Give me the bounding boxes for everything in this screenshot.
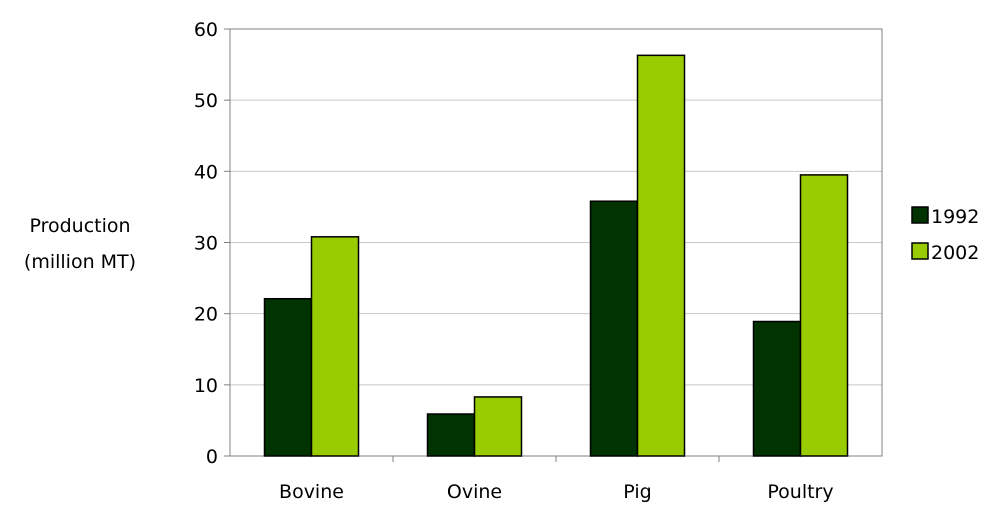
y-axis-title-line-1: Production [29,215,130,237]
y-tick-label: 30 [194,233,218,255]
x-tick-label: Ovine [447,481,502,503]
bar-1992-bovine [263,297,313,457]
y-tick-label: 10 [194,375,218,397]
y-tick-label: 50 [194,90,218,112]
bar-2002-ovine [473,396,523,457]
y-axis-ticks: 0 10 20 30 40 50 60 [194,19,230,468]
y-axis-title-line-2: (million MT) [24,251,136,273]
y-tick-label: 40 [194,161,218,183]
legend-swatch-2002 [911,242,929,260]
y-tick-label: 60 [194,19,218,41]
bars [263,54,849,457]
legend-label-1992: 1992 [931,206,979,228]
x-tick-label: Pig [623,481,651,503]
x-tick-label: Poultry [767,481,833,503]
legend-label-2002: 2002 [931,242,979,264]
bar-1992-poultry [752,320,802,457]
x-axis-ticks: Bovine Ovine Pig Poultry [279,456,834,503]
legend-swatch-1992 [911,206,929,224]
bar-1992-pig [589,200,639,457]
bar-1992-ovine [426,413,476,457]
y-tick-label: 0 [206,446,218,468]
legend: 1992 2002 [911,206,979,264]
x-tick-label: Bovine [279,481,344,503]
bar-2002-pig [636,54,686,457]
y-tick-label: 20 [194,304,218,326]
bar-2002-poultry [799,174,849,457]
bar-2002-bovine [310,236,360,457]
y-axis-title: Production (million MT) [24,215,136,273]
